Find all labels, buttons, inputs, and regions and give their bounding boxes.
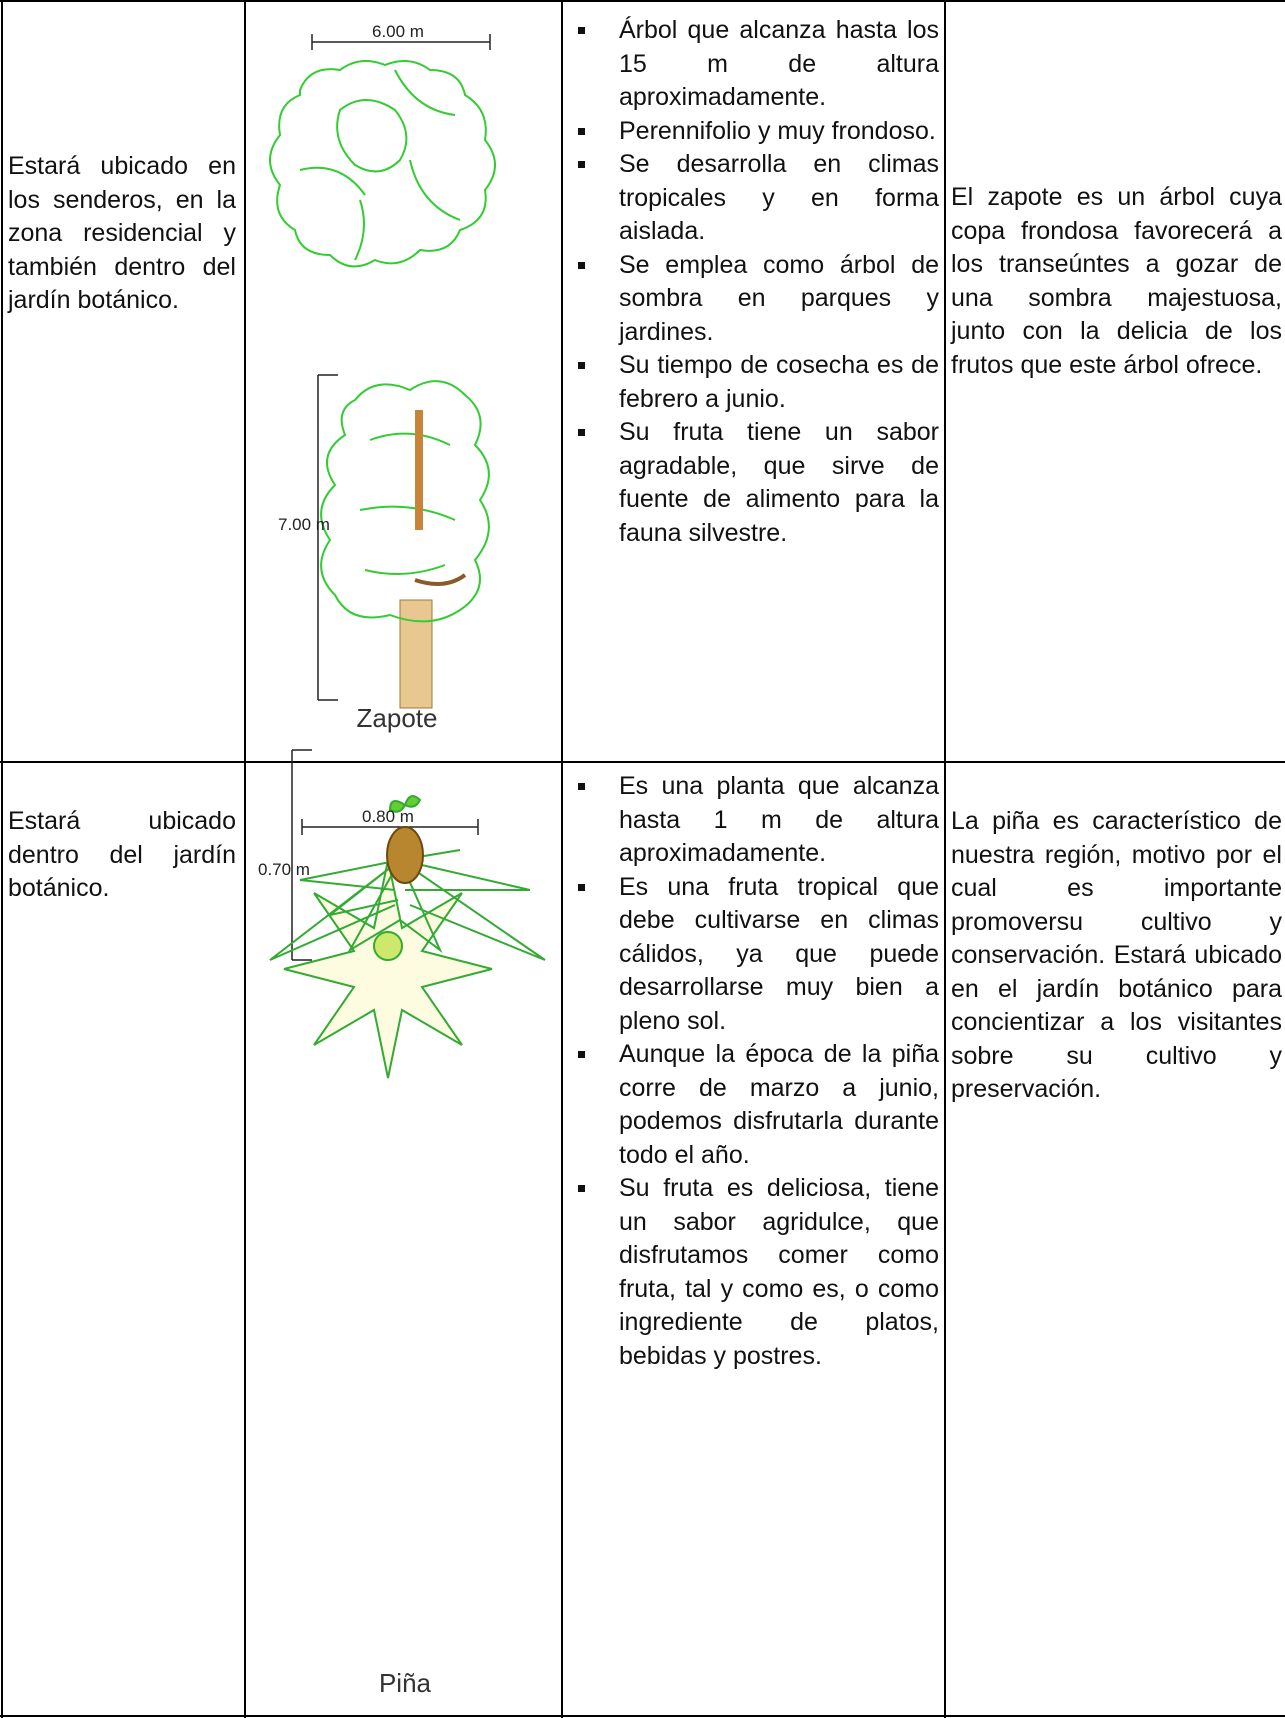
zapote-elevation: [320, 380, 490, 709]
feature: Es una planta que alcanza hasta 1 m de a…: [578, 770, 939, 871]
feature: Árbol que alcanza hasta los 15 m de altu…: [578, 14, 939, 115]
feature: Su tiempo de cosecha es de febrero a jun…: [578, 349, 939, 416]
drawing-labels: 6.00 m 7.00 m Zapote 0.80 m 0.70 m Piña: [258, 22, 437, 1698]
feature-list: Árbol que alcanza hasta los 15 m de altu…: [562, 14, 939, 550]
dimension-label: 6.00 m: [372, 22, 424, 41]
location: Estará ubicado dentro del jardín botánic…: [8, 807, 236, 902]
plant-name: Piña: [379, 1668, 432, 1698]
description: El zapote es un árbol cuya copa frondosa…: [951, 183, 1282, 379]
feature: Su fruta es deliciosa, tiene un sabor ag…: [578, 1172, 939, 1373]
zapote-plan: [269, 60, 496, 268]
feature: Su fruta tiene un sabor agradable, que s…: [578, 416, 939, 550]
dimension-label: 0.80 m: [362, 807, 414, 826]
dimension-lines: [291, 34, 491, 961]
plant-name: Zapote: [357, 703, 438, 733]
feature: Se emplea como árbol de sombra en parque…: [578, 249, 939, 350]
feature: Se desarrolla en climas tropicales y en …: [578, 148, 939, 249]
dimension-label: 0.70 m: [258, 860, 310, 879]
feature: Perennifolio y muy frondoso.: [578, 115, 939, 149]
feature-list: Es una planta que alcanza hasta 1 m de a…: [562, 770, 939, 1373]
location: Estará ubicado en los senderos, en la zo…: [8, 152, 236, 314]
pina-plan: [283, 859, 493, 1079]
dimension-label: 7.00 m: [278, 515, 330, 534]
pina-elevation: [269, 795, 546, 961]
description: La piña es característico de nuestra reg…: [951, 807, 1282, 1103]
feature: Aunque la época de la piña corre de marz…: [578, 1038, 939, 1172]
feature: Es una fruta tropical que debe cultivars…: [578, 871, 939, 1039]
